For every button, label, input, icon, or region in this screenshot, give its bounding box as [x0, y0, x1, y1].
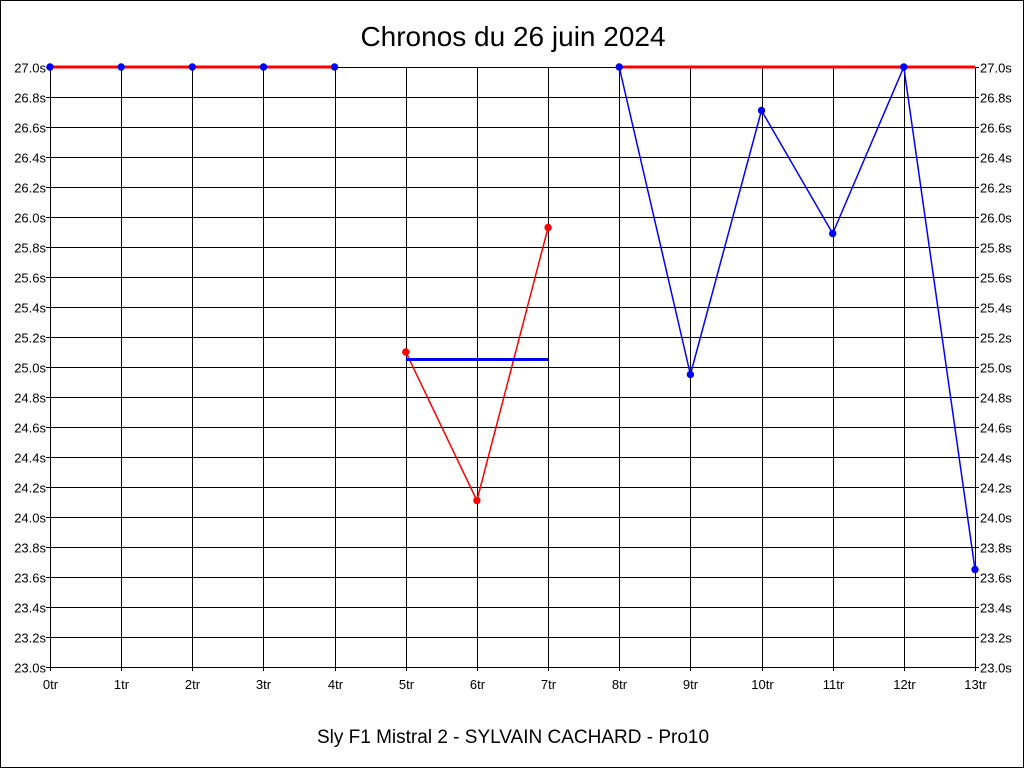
y-tick-label-right: 26.8s: [980, 91, 1012, 106]
x-tick-label: 5tr: [399, 677, 415, 692]
y-tick-label-left: 23.6s: [14, 571, 46, 586]
y-tick-label-left: 23.2s: [14, 631, 46, 646]
y-tick-label-left: 24.2s: [14, 481, 46, 496]
y-tick-label-left: 26.0s: [14, 211, 46, 226]
grid: [50, 67, 976, 668]
y-tick-label-left: 24.0s: [14, 511, 46, 526]
y-tick-label-left: 25.8s: [14, 241, 46, 256]
y-tick-label-right: 24.8s: [980, 391, 1012, 406]
chart-title: Chronos du 26 juin 2024: [360, 21, 665, 52]
data-point: [402, 348, 410, 356]
y-tick-label-left: 27.0s: [14, 61, 46, 76]
x-tick-label: 0tr: [43, 677, 59, 692]
data-point: [900, 63, 908, 71]
y-tick-label-left: 23.0s: [14, 661, 46, 676]
x-tick-label: 4tr: [328, 677, 344, 692]
x-tick-label: 9tr: [683, 677, 699, 692]
y-tick-label-right: 23.6s: [980, 571, 1012, 586]
x-tick-label: 13tr: [964, 677, 987, 692]
axes: 23.0s 23.0s 23.2s 23.2s 23.4s 23.4s 23.6s 23.6s…: [14, 61, 1012, 693]
series-line: [618, 66, 976, 570]
x-tick-label: 12tr: [893, 677, 916, 692]
y-tick-label-right: 23.4s: [980, 601, 1012, 616]
y-tick-label-right: 26.6s: [980, 121, 1012, 136]
y-tick-label-left: 26.2s: [14, 181, 46, 196]
y-tick-label-right: 25.0s: [980, 361, 1012, 376]
x-tick-label: 6tr: [470, 677, 486, 692]
series-line: [405, 227, 549, 502]
data-point: [686, 370, 695, 379]
x-tick-label: 10tr: [751, 677, 774, 692]
y-tick-label-left: 26.4s: [14, 151, 46, 166]
data-point: [757, 106, 766, 115]
y-tick-label-right: 26.2s: [980, 181, 1012, 196]
y-tick-label-left: 26.6s: [14, 121, 46, 136]
data-point: [473, 496, 481, 505]
x-tick-label: 1tr: [114, 677, 130, 692]
data-point: [46, 63, 54, 71]
y-tick-label-left: 23.8s: [14, 541, 46, 556]
x-tick-label: 8tr: [612, 677, 628, 692]
y-tick-label-left: 25.6s: [14, 271, 46, 286]
x-tick-label: 7tr: [541, 677, 557, 692]
y-tick-label-right: 25.6s: [980, 271, 1012, 286]
y-tick-label-right: 24.4s: [980, 451, 1012, 466]
y-tick-label-right: 23.8s: [980, 541, 1012, 556]
y-tick-label-left: 24.6s: [14, 421, 46, 436]
y-tick-label-right: 27.0s: [980, 61, 1012, 76]
y-tick-label-right: 23.0s: [980, 661, 1012, 676]
y-tick-label-left: 26.8s: [14, 91, 46, 106]
x-tick-label: 11tr: [823, 677, 845, 692]
series: [50, 65, 976, 570]
y-tick-label-right: 25.4s: [980, 301, 1012, 316]
y-tick-label-left: 24.8s: [14, 391, 46, 406]
data-point: [544, 223, 552, 232]
y-tick-label-left: 25.2s: [14, 331, 46, 346]
data-point: [259, 63, 268, 71]
y-tick-label-right: 26.0s: [980, 211, 1012, 226]
y-tick-label-left: 24.4s: [14, 451, 46, 466]
y-tick-label-right: 23.2s: [980, 631, 1012, 646]
y-tick-label-left: 25.4s: [14, 301, 46, 316]
markers: [46, 63, 979, 574]
y-tick-label-right: 24.0s: [980, 511, 1012, 526]
y-tick-label-left: 25.0s: [14, 361, 46, 376]
y-tick-label-right: 26.4s: [980, 151, 1012, 166]
data-point: [971, 565, 979, 574]
y-tick-label-right: 24.2s: [980, 481, 1012, 496]
data-point: [330, 63, 339, 71]
data-point: [188, 63, 197, 71]
x-tick-label: 2tr: [185, 677, 201, 692]
y-tick-label-right: 25.2s: [980, 331, 1012, 346]
x-tick-label: 3tr: [256, 677, 272, 692]
data-point: [829, 229, 837, 238]
y-tick-label-right: 24.6s: [980, 421, 1012, 436]
data-point: [117, 63, 125, 71]
chart-caption: Sly F1 Mistral 2 - SYLVAIN CACHARD - Pro…: [317, 727, 709, 748]
data-point: [615, 63, 623, 71]
y-tick-label-right: 25.8s: [980, 241, 1012, 256]
y-tick-label-left: 23.4s: [14, 601, 46, 616]
